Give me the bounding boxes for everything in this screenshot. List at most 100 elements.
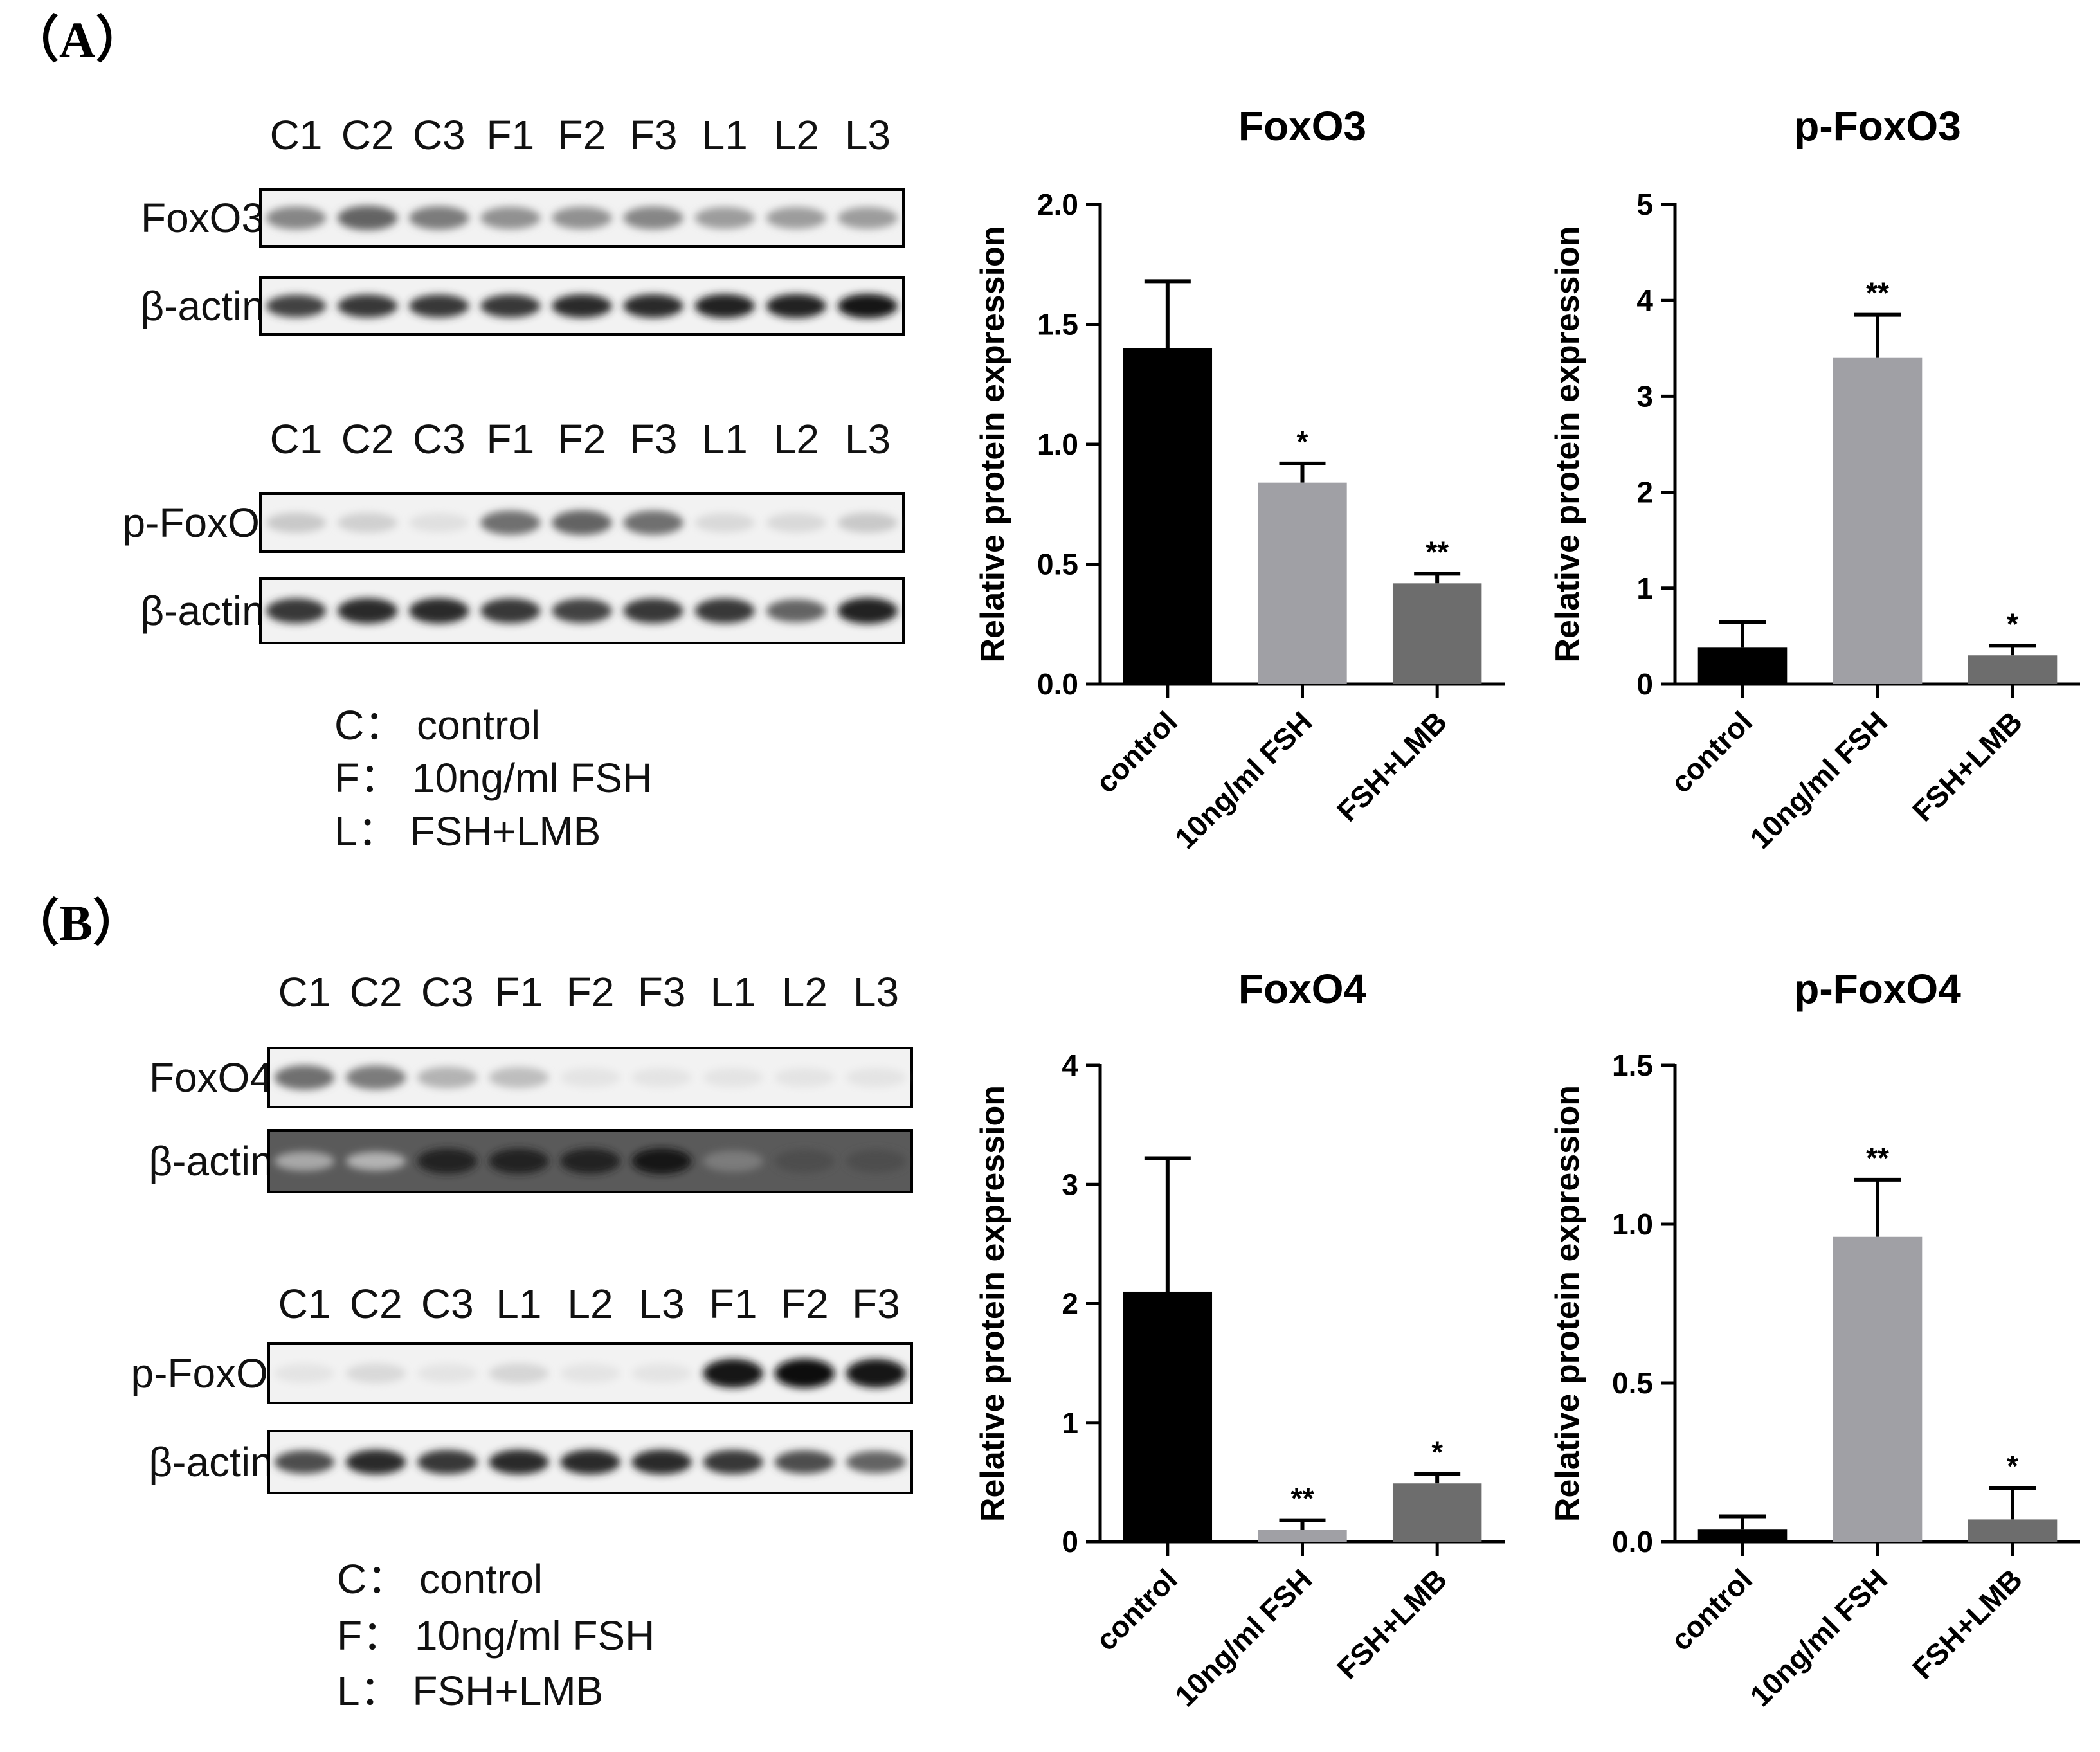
lane-label: F1 [709, 1281, 757, 1327]
y-tick-label: 2 [1636, 476, 1653, 509]
blot-band [774, 1149, 835, 1173]
blot-band [417, 1067, 478, 1088]
bar [1968, 1519, 2058, 1542]
bar-chart: FoxO4 Relative protein expression 0 1 2 3 4 con… [974, 966, 1505, 1713]
blot-band [480, 510, 541, 535]
blot-band [266, 206, 327, 230]
blot-band [560, 1148, 620, 1174]
legend-entry: C： control [334, 702, 540, 748]
y-tick-label: 2 [1062, 1287, 1078, 1321]
blot-band [338, 598, 398, 624]
lane-label: C3 [421, 969, 474, 1015]
lane-label: L3 [845, 112, 891, 158]
bar-charts-area: FoxO3 Relative protein expression 0.0 0.5 1.… [974, 103, 2080, 1713]
blot-band [774, 1359, 835, 1388]
x-category-label: 10ng/ml FSH [1743, 1562, 1894, 1713]
blot-band [694, 207, 755, 229]
chart-title: FoxO4 [1238, 966, 1367, 1012]
y-tick-label: 2.0 [1037, 188, 1078, 221]
legend-entry: L： FSH+LMB [334, 808, 601, 854]
lane-label: L1 [702, 416, 748, 462]
bar [1123, 1291, 1213, 1542]
lane-label: C2 [341, 416, 394, 462]
blot-band [346, 1065, 406, 1090]
significance-marker: ** [1866, 1141, 1889, 1175]
y-tick-label: 1.0 [1037, 428, 1078, 461]
lane-label: F1 [487, 112, 535, 158]
lane-label: F3 [629, 112, 678, 158]
blot-band [631, 1449, 692, 1475]
blot-band [266, 294, 327, 318]
significance-marker: * [1297, 425, 1308, 458]
legend-entry: L： FSH+LMB [337, 1668, 603, 1714]
blot-band [623, 598, 683, 624]
lane-label: L1 [702, 112, 748, 158]
blot-band [774, 1068, 835, 1087]
blot-band [703, 1450, 763, 1474]
bar [1392, 583, 1482, 684]
bar-chart: p-FoxO3 Relative protein expression 0 1 2 3 4 5… [1549, 103, 2080, 855]
chart-title: FoxO3 [1238, 103, 1366, 149]
blot-band [631, 1148, 692, 1175]
lane-label: C3 [413, 112, 466, 158]
y-tick-label: 4 [1062, 1049, 1078, 1082]
blot-band [766, 512, 827, 533]
bar-chart: FoxO3 Relative protein expression 0.0 0.5 1.… [974, 103, 1505, 855]
lane-label: C2 [350, 969, 403, 1015]
blot-row-label: β-actin [140, 588, 264, 634]
blot-band [552, 294, 612, 318]
significance-marker: ** [1291, 1482, 1314, 1515]
blot-band [623, 206, 683, 230]
y-tick-label: 0.0 [1037, 667, 1078, 701]
blot-band [489, 1148, 549, 1174]
blot-band [338, 512, 398, 533]
western-blot-area: C1 C2 C3 F1 F2 F3 L1 L2 L3 FoxO3 β-actin C1 C2 C3 F1 F2… [123, 112, 913, 1714]
blot-band [346, 1151, 406, 1171]
lane-label: F3 [629, 416, 678, 462]
x-category-label: FSH+LMB [1330, 1562, 1453, 1685]
panel-label-b: （B） [9, 895, 143, 951]
significance-marker: * [2007, 1449, 2018, 1483]
blot-band [480, 598, 541, 624]
blot-row-label: β-actin [140, 283, 264, 329]
lane-label: L2 [774, 416, 819, 462]
blot-band [766, 207, 827, 229]
y-tick-label: 4 [1636, 284, 1653, 317]
lane-label: L3 [639, 1281, 685, 1327]
y-tick-label: 0.5 [1612, 1366, 1653, 1400]
blot-band [274, 1065, 335, 1090]
blot-band [417, 1450, 478, 1474]
blot-band [274, 1151, 335, 1171]
blot-band [489, 1449, 549, 1475]
legend-entry: C： control [337, 1556, 543, 1602]
blot-band [846, 1450, 907, 1474]
legend-entry: F： 10ng/ml FSH [337, 1612, 655, 1659]
blot-band [552, 599, 612, 623]
y-tick-label: 5 [1636, 188, 1653, 221]
x-category-label: FSH+LMB [1330, 705, 1453, 827]
blot-band [489, 1067, 549, 1088]
lane-label: C2 [350, 1281, 403, 1327]
y-tick-label: 1.5 [1037, 308, 1078, 341]
x-category-label: 10ng/ml FSH [1168, 1562, 1319, 1713]
lane-label: F2 [781, 1281, 829, 1327]
x-category-label: control [1089, 705, 1184, 799]
blot-band [703, 1068, 763, 1087]
blot-band [489, 1363, 549, 1384]
significance-marker: * [1431, 1435, 1443, 1468]
x-category-label: control [1089, 1562, 1184, 1657]
y-tick-label: 1 [1062, 1406, 1078, 1440]
blot-band [266, 598, 327, 624]
significance-marker: ** [1426, 535, 1449, 568]
y-tick-label: 0 [1062, 1525, 1078, 1558]
blot-band [694, 598, 755, 624]
y-axis-label: Relative protein expression [1549, 1085, 1586, 1522]
blot-row-label: β-actin [149, 1138, 273, 1184]
lane-label: C1 [278, 1281, 331, 1327]
blot-band [766, 294, 827, 318]
legend-entry: F： 10ng/ml FSH [334, 755, 652, 801]
blot-band [846, 1149, 907, 1173]
lane-label: C2 [341, 112, 394, 158]
lane-label: L2 [782, 969, 828, 1015]
bar [1833, 1236, 1923, 1542]
